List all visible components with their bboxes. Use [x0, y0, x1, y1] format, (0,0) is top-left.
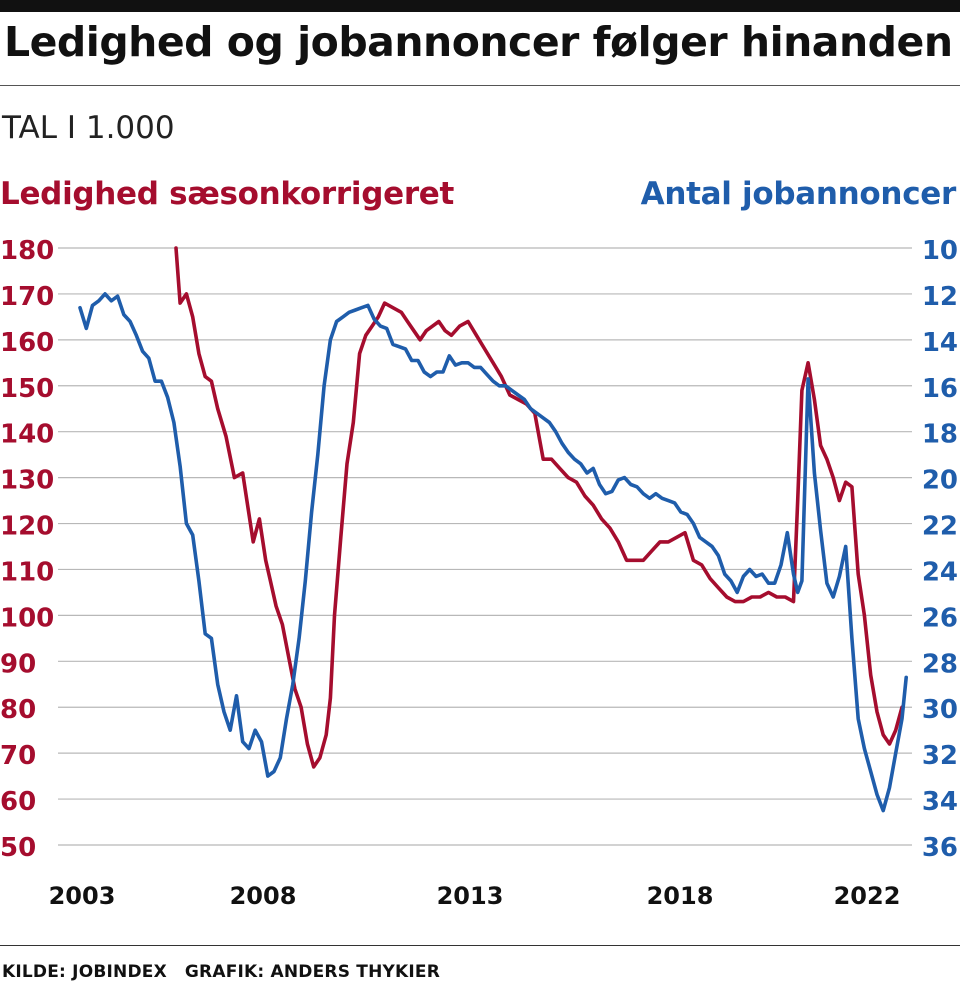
right-tick-label: 34 [922, 787, 958, 817]
right-tick-label: 18 [922, 420, 958, 450]
left-tick-label: 80 [0, 695, 36, 725]
left-tick-label: 160 [0, 328, 54, 358]
left-tick-label: 130 [0, 466, 54, 496]
right-tick-label: 12 [922, 282, 958, 312]
x-tick-label: 2018 [647, 882, 714, 910]
footer-divider [0, 945, 960, 946]
graphic-credit: GRAFIK: ANDERS THYKIER [184, 962, 441, 982]
right-tick-label: 16 [922, 374, 958, 404]
left-tick-label: 90 [0, 649, 36, 679]
right-tick-label: 24 [922, 557, 958, 587]
chart-title: Ledighed og jobannoncer følger hinanden [4, 18, 953, 66]
left-tick-label: 60 [0, 787, 36, 817]
x-tick-label: 2022 [834, 882, 901, 910]
right-tick-label: 30 [922, 695, 958, 725]
chart-subtitle: TAL I 1.000 [2, 110, 175, 146]
left-tick-label: 100 [0, 603, 54, 633]
right-tick-label: 36 [922, 833, 958, 863]
right-tick-label: 22 [922, 512, 958, 542]
right-tick-label: 20 [922, 466, 958, 496]
right-axis-title: Antal jobannoncer [640, 176, 957, 212]
left-tick-label: 180 [0, 236, 54, 266]
left-tick-label: 110 [0, 557, 54, 587]
right-tick-label: 26 [922, 603, 958, 633]
x-tick-label: 2003 [49, 882, 116, 910]
title-divider [0, 85, 960, 86]
left-tick-label: 170 [0, 282, 54, 312]
right-tick-label: 10 [922, 236, 958, 266]
top-bar [0, 0, 960, 12]
job-ads-series-line [78, 292, 909, 813]
left-tick-label: 150 [0, 374, 54, 404]
unemployment-series-line [174, 246, 904, 769]
left-tick-label: 70 [0, 741, 36, 771]
left-tick-label: 120 [0, 512, 54, 542]
left-axis-title: Ledighed sæsonkorrigeret [0, 176, 455, 212]
source-line: KILDE: JOBINDEX GRAFIK: ANDERS THYKIER [2, 962, 458, 982]
source-credit: KILDE: JOBINDEX [2, 962, 167, 982]
right-tick-label: 14 [922, 328, 958, 358]
left-tick-label: 140 [0, 420, 54, 450]
right-tick-label: 28 [922, 649, 958, 679]
right-tick-label: 32 [922, 741, 958, 771]
line-chart: 180 170 160 150 140 130 120 110 100 90 80 70 60 50 10 1… [0, 236, 958, 910]
x-tick-label: 2013 [437, 882, 504, 910]
x-tick-label: 2008 [230, 882, 297, 910]
left-tick-label: 50 [0, 833, 36, 863]
